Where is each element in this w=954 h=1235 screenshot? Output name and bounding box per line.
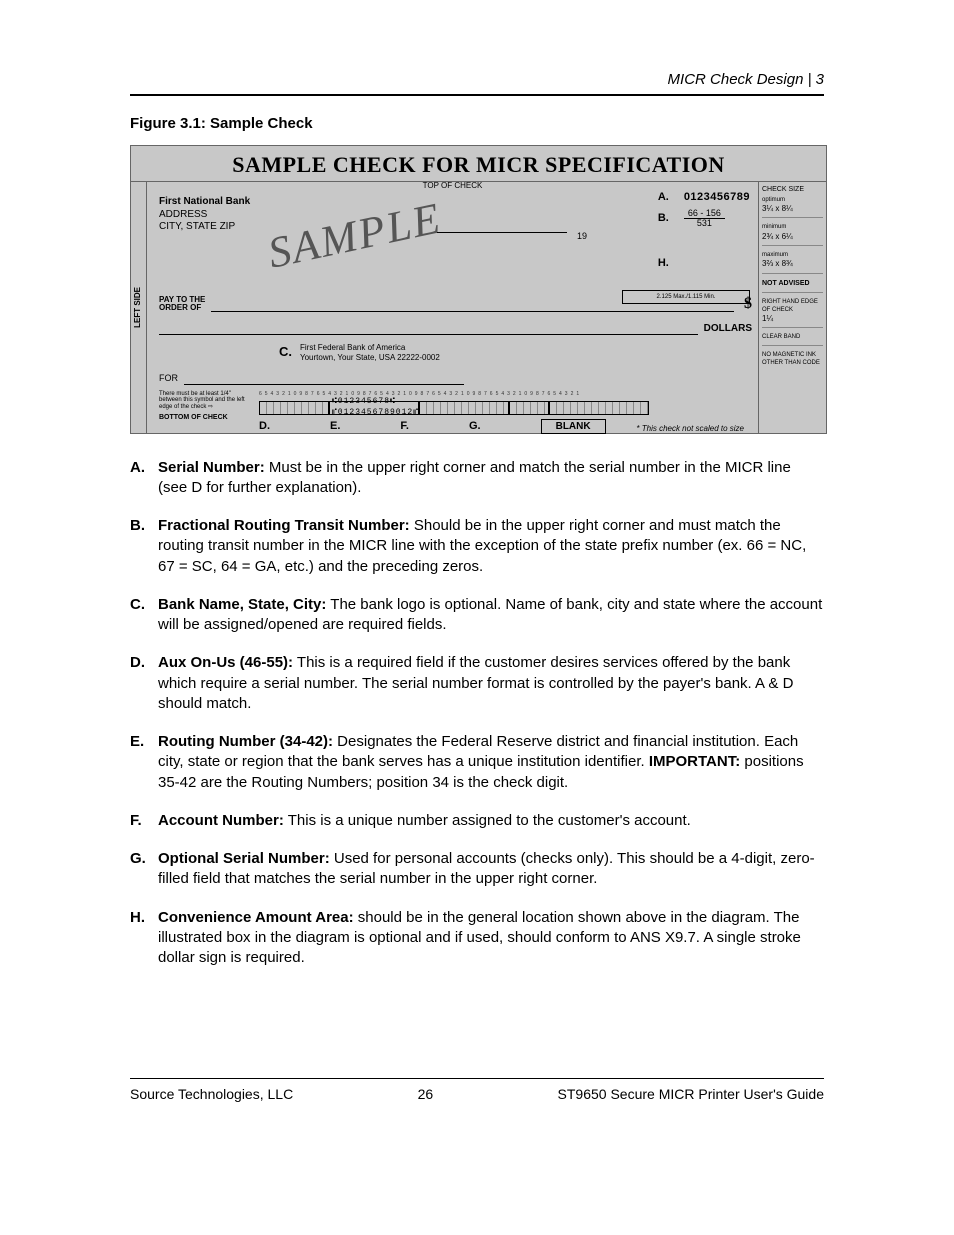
- figure-caption: Figure 3.1: Sample Check: [130, 114, 824, 134]
- definition-body: Aux On-Us (46-55): This is a required fi…: [158, 653, 824, 714]
- definition-item: F. Account Number: This is a unique numbe…: [130, 811, 824, 831]
- micr-seg-g: [509, 401, 549, 415]
- micr-note: There must be at least 1/4" between this…: [159, 391, 254, 411]
- amount-box: 2.125 Max./1.115 Min.: [622, 290, 750, 304]
- label-f: F.: [400, 419, 409, 435]
- definition-term: Optional Serial Number:: [158, 850, 330, 867]
- label-b: B.: [658, 211, 674, 226]
- amount-words-line: [159, 325, 698, 335]
- amount-note: 2.125 Max./1.115 Min.: [657, 293, 716, 301]
- label-blank: BLANK: [541, 419, 606, 435]
- serial-number: 0123456789: [684, 190, 750, 205]
- definition-letter: B.: [130, 516, 150, 577]
- definition-letter: H.: [130, 908, 150, 969]
- for-row: FOR: [159, 372, 752, 384]
- date-line: [437, 232, 567, 233]
- definition-body: Serial Number: Must be in the upper righ…: [158, 458, 824, 499]
- rail-right-edge: RIGHT HAND EDGE OF CHECK: [762, 299, 823, 313]
- not-scaled-note: * This check not scaled to size: [636, 424, 744, 435]
- label-c: C.: [279, 343, 292, 361]
- definition-letter: G.: [130, 849, 150, 890]
- definition-body: Routing Number (34-42): Designates the F…: [158, 732, 824, 793]
- definition-important: IMPORTANT:: [649, 753, 740, 770]
- sample-check-figure: SAMPLE CHECK FOR MICR SPECIFICATION LEFT…: [130, 145, 827, 434]
- footer-page-number: 26: [418, 1085, 434, 1104]
- rail-min-dim: 2¾ x 6¼: [762, 232, 823, 242]
- definition-letter: E.: [130, 732, 150, 793]
- definition-body: Fractional Routing Transit Number: Shoul…: [158, 516, 824, 577]
- c-line2: Yourtown, Your State, USA 22222-0002: [300, 353, 440, 363]
- definition-item: H.Convenience Amount Area: should be in …: [130, 908, 824, 969]
- label-e: E.: [330, 419, 340, 435]
- top-of-check-label: TOP OF CHECK: [423, 181, 483, 192]
- check-body: LEFT SIDE TOP OF CHECK SAMPLE First Nati…: [131, 181, 826, 432]
- definition-letter: C.: [130, 595, 150, 636]
- micr-seg-blank: [549, 401, 649, 415]
- footer-left: Source Technologies, LLC: [130, 1085, 293, 1104]
- for-line: [184, 375, 464, 385]
- rail-max: maximum: [762, 252, 823, 259]
- rail-min: minimum: [762, 224, 823, 231]
- bottom-of-check-label: BOTTOM OF CHECK: [159, 413, 228, 422]
- rail-max-dim: 3⅔ x 8¾: [762, 259, 823, 269]
- definition-item: E.Routing Number (34-42): Designates the…: [130, 732, 824, 793]
- definition-item: B.Fractional Routing Transit Number: Sho…: [130, 516, 824, 577]
- rail-opt: optimum: [762, 197, 823, 204]
- definition-body: Convenience Amount Area: should be in th…: [158, 908, 824, 969]
- definition-term: Routing Number (34-42):: [158, 733, 333, 750]
- for-label: FOR: [159, 372, 178, 384]
- c-text: First Federal Bank of America Yourtown, …: [300, 343, 440, 362]
- footer-right: ST9650 Secure MICR Printer User's Guide: [558, 1085, 824, 1104]
- micr-seg-e: ⑆012345678⑆ ⑈0123456789012⑈: [329, 401, 419, 415]
- rail-no-mag: NO MAGNETIC INK OTHER THAN CODE: [762, 352, 823, 366]
- section-labels: D. E. F. G. BLANK: [259, 419, 606, 435]
- rail-not-advised: NOT ADVISED: [762, 280, 823, 288]
- check-main: TOP OF CHECK SAMPLE First National Bank …: [147, 182, 758, 432]
- definitions-list: A.Serial Number: Must be in the upper ri…: [130, 458, 824, 969]
- micr-seg-f: [419, 401, 509, 415]
- definition-term: Bank Name, State, City:: [158, 596, 326, 613]
- definition-body: Account Number: This is a unique number …: [158, 811, 824, 831]
- definition-term: Convenience Amount Area:: [158, 909, 354, 926]
- c-line1: First Federal Bank of America: [300, 343, 440, 353]
- definition-item: G.Optional Serial Number: Used for perso…: [130, 849, 824, 890]
- micr-seg-d: [259, 401, 329, 415]
- page-header: MICR Check Design | 3: [130, 70, 824, 96]
- rail-clear-band: CLEAR BAND: [762, 334, 823, 341]
- definition-item: D.Aux On-Us (46-55): This is a required …: [130, 653, 824, 714]
- definition-term: Aux On-Us (46-55):: [158, 654, 293, 671]
- definition-item: A.Serial Number: Must be in the upper ri…: [130, 458, 824, 499]
- definition-body: Optional Serial Number: Used for persona…: [158, 849, 824, 890]
- right-rail: CHECK SIZE optimum 3¼ x 8¼ minimum 2¾ x …: [758, 182, 826, 432]
- definition-body: Bank Name, State, City: The bank logo is…: [158, 595, 824, 636]
- check-right-top: A. 0123456789 B. 66 - 156 531 H.: [658, 190, 750, 275]
- definition-term: Fractional Routing Transit Number:: [158, 517, 410, 534]
- label-g: G.: [469, 419, 481, 435]
- left-side-label: LEFT SIDE: [133, 287, 144, 328]
- page-footer: Source Technologies, LLC 26 ST9650 Secur…: [130, 1078, 824, 1104]
- pay-to-label: PAY TO THE ORDER OF: [159, 296, 205, 312]
- definition-letter: D.: [130, 653, 150, 714]
- dollars-label: DOLLARS: [704, 322, 752, 336]
- frac-bottom: 531: [684, 219, 725, 228]
- rail-opt-dim: 3¼ x 8¼: [762, 204, 823, 214]
- definition-letter: A.: [130, 458, 150, 499]
- label-d: D.: [259, 419, 270, 435]
- dollars-row: DOLLARS: [159, 322, 752, 336]
- definition-letter: F.: [130, 811, 150, 831]
- fractional-routing: 66 - 156 531: [684, 209, 725, 228]
- check-title: SAMPLE CHECK FOR MICR SPECIFICATION: [131, 146, 826, 182]
- micr-boxes: ⑆012345678⑆ ⑈0123456789012⑈: [259, 401, 649, 415]
- definition-term: Account Number:: [158, 812, 284, 829]
- left-side-tab: LEFT SIDE: [131, 182, 147, 432]
- rail-check-size: CHECK SIZE: [762, 186, 823, 194]
- definition-term: Serial Number:: [158, 459, 265, 476]
- rail-one-qtr: 1¼: [762, 314, 823, 324]
- definition-item: C.Bank Name, State, City: The bank logo …: [130, 595, 824, 636]
- header-text: MICR Check Design | 3: [668, 71, 824, 88]
- label-h: H.: [658, 256, 674, 271]
- label-a: A.: [658, 190, 674, 205]
- c-block: C. First Federal Bank of America Yourtow…: [159, 343, 752, 362]
- micr-area: There must be at least 1/4" between this…: [159, 391, 752, 433]
